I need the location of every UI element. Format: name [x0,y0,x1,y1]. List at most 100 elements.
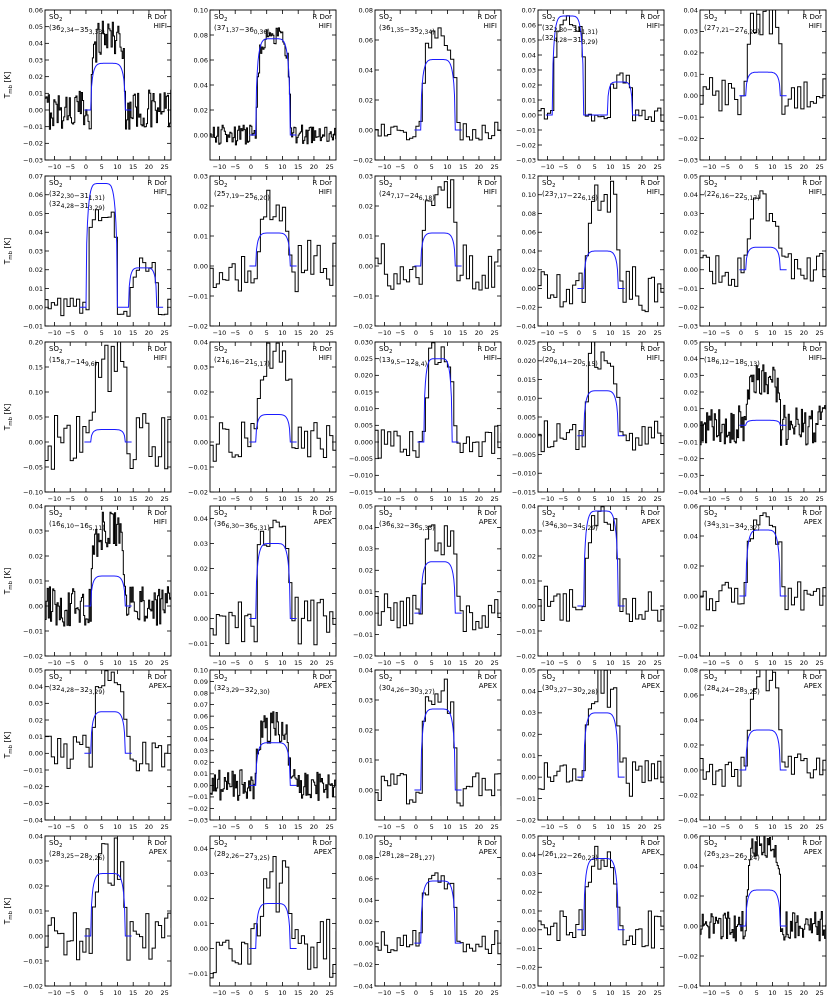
x-tick-label: 0 [414,989,418,997]
x-tick-label: 15 [784,329,792,337]
y-tick-label: 0.03 [29,56,43,64]
y-axis-label: Tmb [K] [3,404,14,432]
y-tick-label: 0.02 [522,81,536,89]
spectrum-panel: −10 −5 0 5 10 15 20 25 −0.02 −0.01 0.00 0.01 0.02 0.0… [3,502,172,667]
y-tick-label: 0.04 [29,502,43,510]
x-tick-label: −5 [558,823,568,831]
source-label: R Dor [477,839,497,847]
x-tick-label: 5 [755,823,759,831]
y-tick-label: 0.00 [359,126,373,134]
y-tick-label: 0.025 [517,338,536,346]
x-tick-label: 20 [145,495,153,503]
x-tick-label: 20 [638,989,646,997]
y-tick-label: 0.00 [194,782,208,790]
y-tick-label: 0.02 [522,889,536,897]
panel-frame [209,669,337,821]
x-tick-label: −5 [720,163,730,171]
telescope-label: HIFI [154,518,167,526]
panel-frame [699,835,827,987]
y-tick-label: 0.08 [194,689,208,697]
model-profile [577,858,625,931]
x-tick-label: 10 [606,329,614,337]
x-tick-label: 5 [265,823,269,831]
observed-spectrum [45,837,171,961]
x-tick-label: 10 [278,659,286,667]
transition-label: (324,28−313,29) [542,34,598,46]
x-tick-label: 20 [800,495,808,503]
y-tick-label: 0.00 [194,131,208,139]
y-tick-label: 0.10 [194,666,208,674]
x-tick-label: 25 [161,495,169,503]
model-profile [84,429,132,443]
x-tick-label: 15 [294,329,302,337]
x-tick-label: 0 [577,495,581,503]
panel-frame [374,505,502,657]
telescope-label: HIFI [319,22,332,30]
x-tick-label: 20 [145,823,153,831]
panel-frame [209,505,337,657]
source-label: R Dor [640,13,660,21]
x-tick-label: 5 [593,989,597,997]
source-label: R Dor [640,345,660,353]
species-label: SO2 [542,673,555,683]
source-label: R Dor [312,345,332,353]
source-label: R Dor [312,673,332,681]
species-label: SO2 [542,839,555,849]
transition-label: (322,30−311,31) [542,24,598,36]
y-tick-label: 0.02 [684,49,698,57]
observed-spectrum [538,670,664,797]
y-tick-label: 0.04 [194,81,208,89]
y-tick-label: 0.02 [194,759,208,767]
telescope-label: HIFI [809,188,822,196]
y-tick-label: −0.02 [353,322,373,330]
y-tick-label: 0.02 [194,565,208,573]
y-tick-label: 0.01 [522,752,536,760]
y-tick-label: 0.01 [684,247,698,255]
source-label: R Dor [147,13,167,21]
x-tick-label: 15 [129,823,137,831]
source-label: R Dor [477,13,497,21]
observed-spectrum [375,524,501,632]
x-tick-label: 10 [768,163,776,171]
observed-spectrum [700,10,826,116]
y-tick-label: 0.00 [522,285,536,293]
model-profile [414,708,462,791]
y-tick-label: −0.015 [349,488,373,496]
x-tick-label: 25 [654,823,662,831]
y-tick-label: 0.04 [29,683,43,691]
x-tick-label: 5 [593,659,597,667]
transition-label: (263,23−262,24) [704,850,760,862]
y-tick-label: −0.02 [516,964,536,972]
y-tick-label: −0.02 [678,304,698,312]
x-tick-label: 0 [577,659,581,667]
species-label: SO2 [379,13,392,23]
x-tick-label: 5 [265,659,269,667]
y-axis-label: Tmb [K] [3,732,14,760]
x-tick-label: 15 [622,329,630,337]
y-tick-label: 0.07 [29,172,43,180]
x-tick-label: −10 [378,495,392,503]
spectrum-panel: −10 −5 0 5 10 15 20 25 −0.01 0.00 0.01 0.02 0.03 0.04… [3,172,172,337]
x-tick-label: −5 [395,329,405,337]
y-tick-label: 0.01 [194,770,208,778]
y-tick-label: 0.00 [522,602,536,610]
x-tick-label: 5 [430,823,434,831]
y-tick-label: 0.04 [359,666,373,674]
y-tick-label: −0.01 [516,945,536,953]
source-label: R Dor [640,839,660,847]
model-profile [249,38,297,136]
x-tick-label: −10 [703,659,717,667]
x-tick-label: 5 [430,989,434,997]
y-tick-label: 0.04 [359,897,373,905]
telescope-label: HIFI [154,354,167,362]
y-tick-label: −0.01 [353,631,373,639]
x-tick-label: −10 [703,163,717,171]
species-label: SO2 [49,509,62,519]
x-tick-label: 25 [654,989,662,997]
model-profile [414,59,462,131]
x-tick-label: −5 [230,659,240,667]
observed-spectrum [538,506,664,624]
y-tick-label: 0.01 [522,96,536,104]
x-tick-label: 25 [654,495,662,503]
x-tick-label: 10 [113,659,121,667]
